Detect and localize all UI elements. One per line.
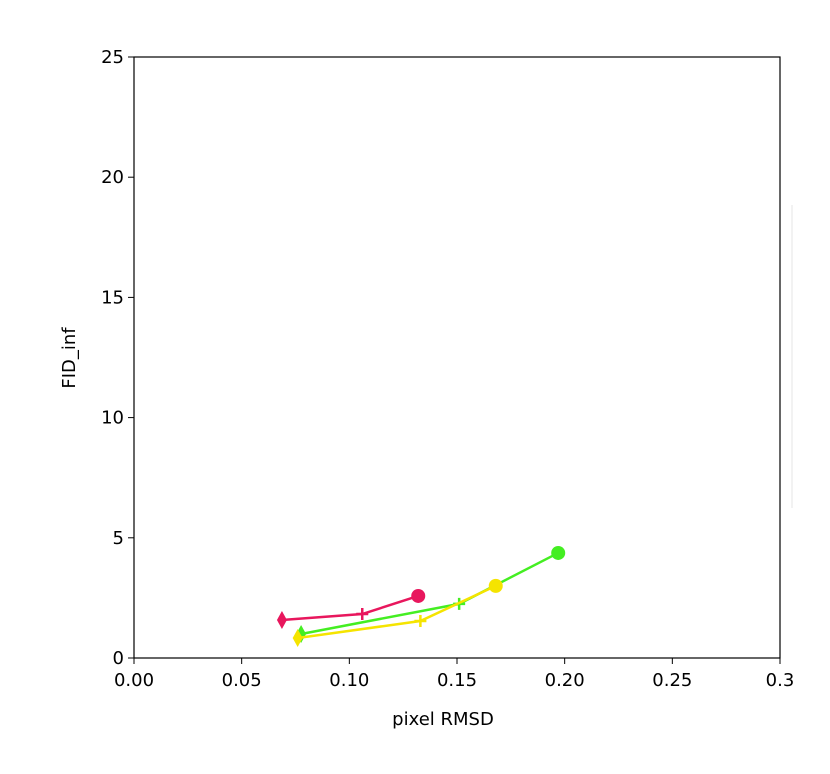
y-tick-label: 10 — [101, 408, 124, 429]
x-tick-label: 0.10 — [329, 670, 369, 691]
marker-circle — [411, 588, 426, 603]
marker-diamond — [292, 629, 303, 648]
marker-plus — [414, 614, 427, 627]
plot-frame — [133, 56, 781, 659]
y-tick-label: 20 — [101, 167, 124, 188]
x-tick-label: 0.05 — [222, 670, 262, 691]
marker-circle — [551, 545, 566, 560]
series-line — [300, 551, 559, 636]
x-tick-label: 0.25 — [652, 670, 692, 691]
y-tick-label: 15 — [101, 287, 124, 308]
x-tick-label: 0.3 — [766, 670, 795, 691]
x-tick-label: 0.20 — [545, 670, 585, 691]
marker-circle — [488, 578, 503, 593]
x-axis-label: pixel RMSD — [392, 709, 494, 730]
marker-plus — [356, 608, 369, 621]
y-tick-label: 25 — [101, 47, 124, 68]
x-tick-label: 0.15 — [437, 670, 477, 691]
y-axis-label: FID_inf — [59, 327, 80, 389]
y-tick-label: 0 — [113, 648, 124, 669]
x-tick-label: 0.00 — [114, 670, 154, 691]
y-tick-label: 5 — [113, 528, 124, 549]
marker-diamond — [276, 611, 287, 630]
